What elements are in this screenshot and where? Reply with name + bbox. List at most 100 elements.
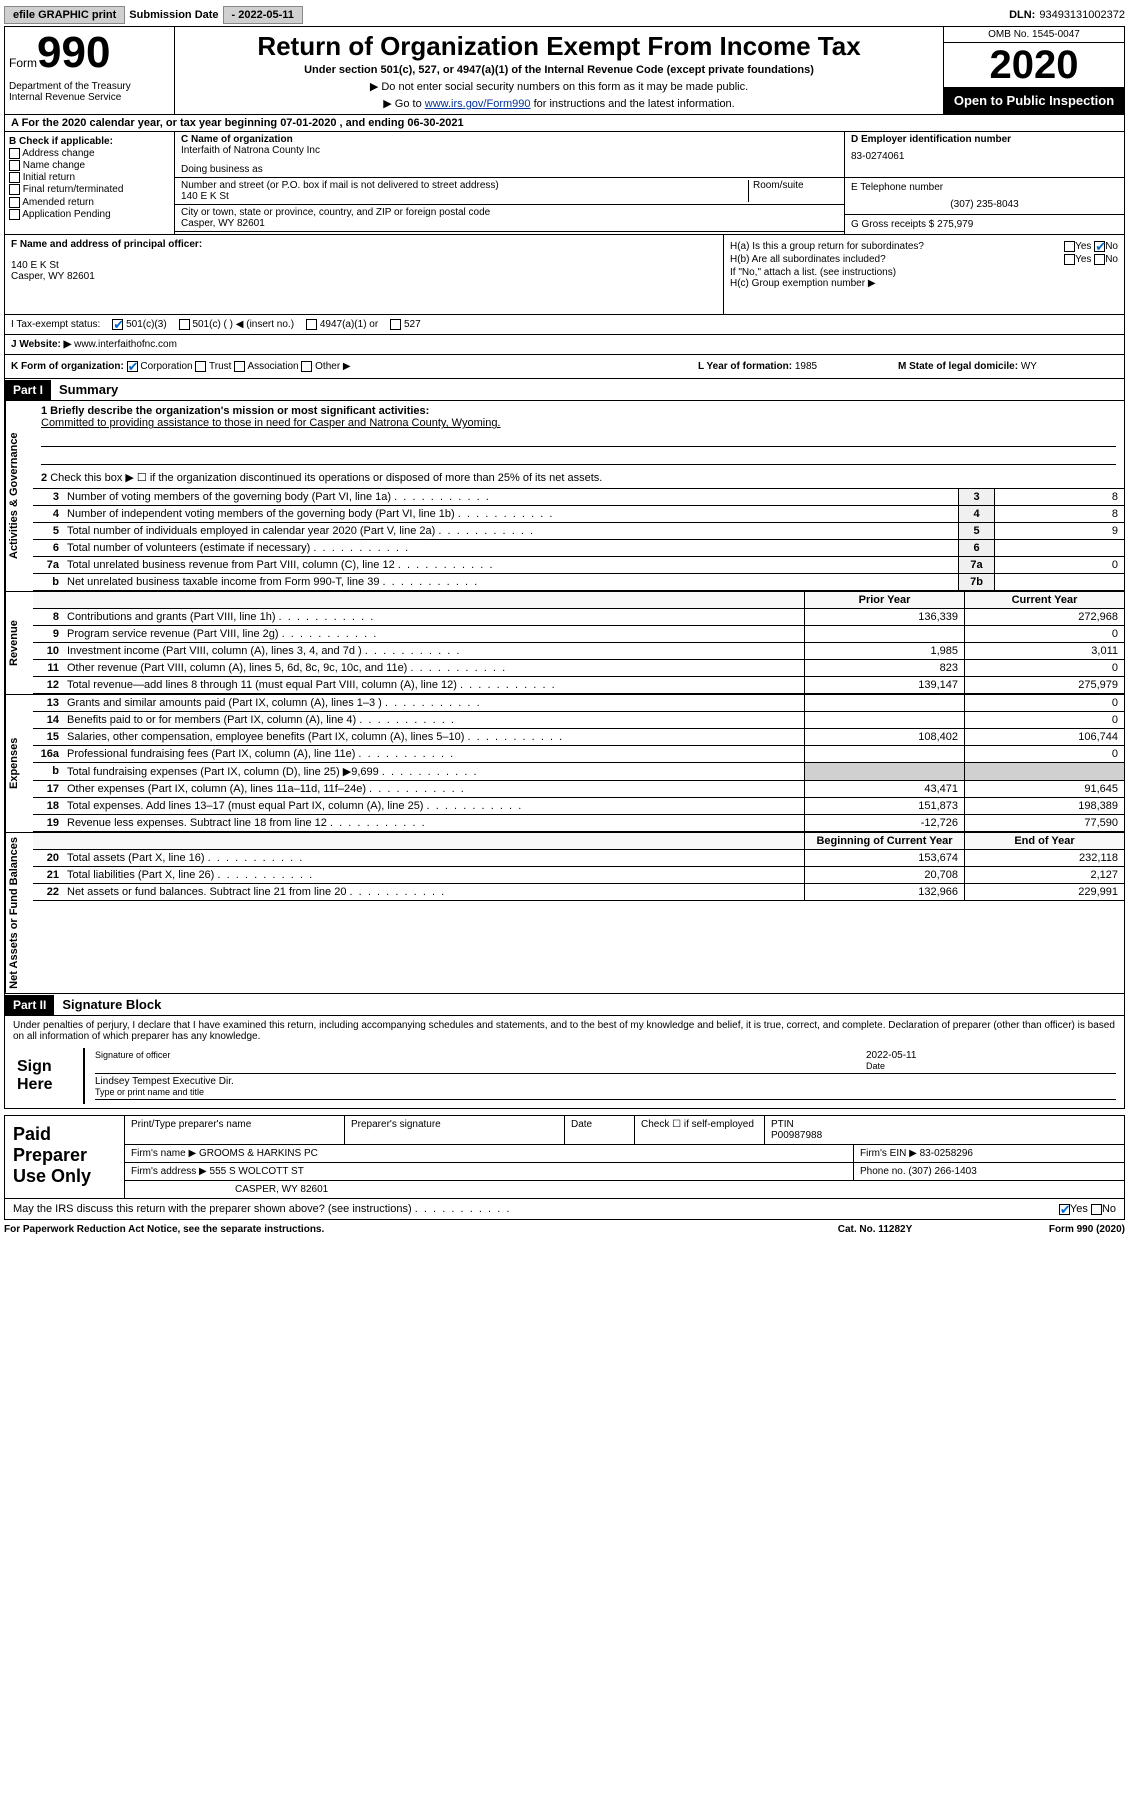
street-address: 140 E K St [181, 191, 748, 202]
irs-link[interactable]: www.irs.gov/Form990 [425, 98, 531, 110]
governance-row: 4Number of independent voting members of… [33, 506, 1124, 523]
financial-row: 18Total expenses. Add lines 13–17 (must … [33, 798, 1124, 815]
netassets-label: Net Assets or Fund Balances [5, 833, 33, 993]
financial-row: 15Salaries, other compensation, employee… [33, 729, 1124, 746]
submission-date-label: Submission Date [129, 9, 218, 21]
form-number: 990 [37, 31, 110, 75]
website-url[interactable]: www.interfaithofnc.com [74, 339, 177, 350]
check-name-change[interactable]: Name change [9, 160, 170, 171]
sign-here-label: Sign Here [13, 1048, 83, 1104]
city-state-zip: Casper, WY 82601 [181, 218, 838, 229]
firm-name: GROOMS & HARKINS PC [199, 1148, 318, 1159]
expenses-label: Expenses [5, 695, 33, 832]
state-of-domicile: M State of legal domicile: WY [898, 361, 1118, 372]
ein-value: 83-0274061 [851, 151, 1118, 162]
website-row: J Website: ▶ www.interfaithofnc.com [4, 335, 1125, 355]
financial-row: 22Net assets or fund balances. Subtract … [33, 884, 1124, 901]
contact-block: E Telephone number (307) 235-8043 G Gros… [844, 178, 1124, 234]
mission-section: 1 Briefly describe the organization's mi… [33, 401, 1124, 489]
gross-receipts: 275,979 [937, 219, 973, 230]
address-block: Number and street (or P.O. box if mail i… [175, 178, 844, 234]
status-501c3-check [112, 319, 123, 330]
section-b-header: B Check if applicable: [9, 136, 170, 147]
tax-period: A For the 2020 calendar year, or tax yea… [4, 115, 1125, 132]
section-b-checkboxes: B Check if applicable: Address change Na… [5, 132, 175, 234]
form-990-page: efile GRAPHIC print Submission Date - 20… [0, 0, 1129, 1243]
firm-address-2: CASPER, WY 82601 [125, 1181, 1124, 1198]
firm-ein: 83-0258296 [920, 1148, 973, 1159]
part-1-header: Part I Summary [4, 379, 1125, 401]
financial-row: 17Other expenses (Part IX, column (A), l… [33, 781, 1124, 798]
perjury-statement: Under penalties of perjury, I declare th… [13, 1020, 1116, 1042]
governance-row: 3Number of voting members of the governi… [33, 489, 1124, 506]
netassets-block: Net Assets or Fund Balances Beginning of… [4, 833, 1125, 994]
corporation-check [127, 361, 138, 372]
page-footer: For Paperwork Reduction Act Notice, see … [4, 1220, 1125, 1239]
financial-row: 14Benefits paid to or for members (Part … [33, 712, 1124, 729]
submission-date: - 2022-05-11 [223, 6, 303, 24]
group-return-no-check [1094, 241, 1105, 252]
ein-cell: D Employer identification number 83-0274… [844, 132, 1124, 177]
governance-block: Activities & Governance 1 Briefly descri… [4, 401, 1125, 592]
governance-row: 6Total number of volunteers (estimate if… [33, 540, 1124, 557]
year-of-formation: L Year of formation: 1985 [698, 361, 898, 372]
group-return-section: H(a) Is this a group return for subordin… [724, 235, 1124, 314]
financial-row: 11Other revenue (Part VIII, column (A), … [33, 660, 1124, 677]
financial-row: bTotal fundraising expenses (Part IX, co… [33, 763, 1124, 781]
ptin: P00987988 [771, 1130, 1118, 1141]
officer-name: Lindsey Tempest Executive Dir. [95, 1076, 1116, 1087]
org-name-cell: C Name of organization Interfaith of Nat… [175, 132, 844, 177]
officer-group-row: F Name and address of principal officer:… [4, 235, 1125, 315]
form-word: Form [9, 56, 37, 70]
omb-number: OMB No. 1545-0047 [944, 27, 1124, 43]
entity-details: C Name of organization Interfaith of Nat… [175, 132, 1124, 234]
phone-number: (307) 235-8043 [851, 199, 1118, 210]
financial-row: 19Revenue less expenses. Subtract line 1… [33, 815, 1124, 832]
dba-label: Doing business as [181, 164, 838, 175]
room-suite: Room/suite [748, 180, 838, 202]
part-2-header: Part II Signature Block [4, 994, 1125, 1016]
check-initial-return[interactable]: Initial return [9, 172, 170, 183]
top-bar: efile GRAPHIC print Submission Date - 20… [4, 4, 1125, 26]
mission-text: Committed to providing assistance to tho… [41, 417, 1116, 429]
year-box: OMB No. 1545-0047 2020 Open to Public In… [944, 27, 1124, 114]
financial-row: 20Total assets (Part X, line 16)153,6742… [33, 850, 1124, 867]
financial-row: 10Investment income (Part VIII, column (… [33, 643, 1124, 660]
check-application-pending[interactable]: Application Pending [9, 209, 170, 220]
note-ssn: ▶ Do not enter social security numbers o… [185, 80, 933, 93]
org-form-row: K Form of organization: Corporation Trus… [4, 355, 1125, 379]
paid-preparer-label: Paid Preparer Use Only [5, 1116, 125, 1198]
efile-print-button[interactable]: efile GRAPHIC print [4, 6, 125, 24]
governance-label: Activities & Governance [5, 401, 33, 591]
form-title-box: Return of Organization Exempt From Incom… [175, 27, 944, 114]
form-of-org: K Form of organization: Corporation Trus… [11, 361, 698, 372]
financial-row: 13Grants and similar amounts paid (Part … [33, 695, 1124, 712]
financial-row: 21Total liabilities (Part X, line 26)20,… [33, 867, 1124, 884]
financial-row: 8Contributions and grants (Part VIII, li… [33, 609, 1124, 626]
check-amended-return[interactable]: Amended return [9, 197, 170, 208]
check-final-return[interactable]: Final return/terminated [9, 184, 170, 195]
dln-value: 93493131002372 [1039, 9, 1125, 21]
firm-address-1: 555 S WOLCOTT ST [210, 1166, 304, 1177]
discuss-row: May the IRS discuss this return with the… [4, 1199, 1125, 1220]
department-label: Department of the Treasury Internal Reve… [9, 81, 170, 103]
form-header: Form 990 Department of the Treasury Inte… [4, 26, 1125, 115]
governance-row: 5Total number of individuals employed in… [33, 523, 1124, 540]
form-number-box: Form 990 Department of the Treasury Inte… [5, 27, 175, 114]
principal-officer: F Name and address of principal officer:… [5, 235, 724, 314]
discuss-yes-check [1059, 1204, 1070, 1215]
financial-row: 16aProfessional fundraising fees (Part I… [33, 746, 1124, 763]
governance-row: bNet unrelated business taxable income f… [33, 574, 1124, 591]
revenue-block: Revenue Prior Year Current Year 8Contrib… [4, 592, 1125, 695]
public-inspection: Open to Public Inspection [944, 87, 1124, 114]
governance-row: 7aTotal unrelated business revenue from … [33, 557, 1124, 574]
expenses-block: Expenses 13Grants and similar amounts pa… [4, 695, 1125, 833]
note-link: ▶ Go to www.irs.gov/Form990 for instruct… [185, 97, 933, 110]
check-address-change[interactable]: Address change [9, 148, 170, 159]
dln-label: DLN: [1009, 9, 1035, 21]
revenue-header: Prior Year Current Year [33, 592, 1124, 609]
entity-info-grid: B Check if applicable: Address change Na… [4, 132, 1125, 235]
netassets-header: Beginning of Current Year End of Year [33, 833, 1124, 850]
org-name: Interfaith of Natrona County Inc [181, 145, 838, 156]
revenue-label: Revenue [5, 592, 33, 694]
